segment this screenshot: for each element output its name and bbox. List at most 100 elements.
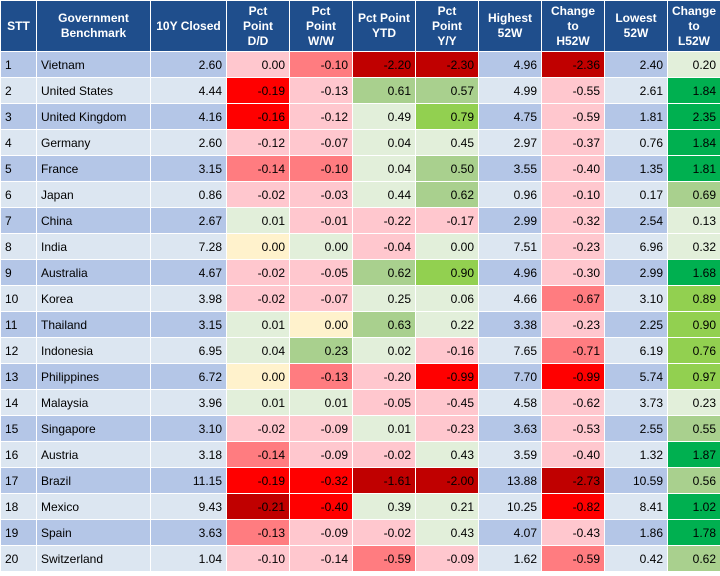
cell-change-l52w: 1.68 xyxy=(667,259,720,286)
cell-change-l52w: 0.56 xyxy=(667,467,720,494)
table-row: 16 Austria 3.18 -0.14 -0.09 -0.02 0.43 3.59 -0.4… xyxy=(0,441,720,468)
header-pct-dd: Pct Point D/D xyxy=(226,0,290,52)
cell-change-l52w: 0.97 xyxy=(667,363,720,390)
cell-10y-closed: 4.67 xyxy=(150,259,227,286)
cell-pct-ytd: -0.22 xyxy=(352,207,416,234)
header-highest-52w: Highest 52W xyxy=(478,0,542,52)
cell-pct-ww: 0.00 xyxy=(289,311,353,338)
table-row: 20 Switzerland 1.04 -0.10 -0.14 -0.59 -0.09 1.6… xyxy=(0,545,720,572)
cell-change-l52w: 0.55 xyxy=(667,415,720,442)
cell-lowest-52w: 3.73 xyxy=(604,389,668,416)
cell-change-h52w: -0.55 xyxy=(541,77,605,104)
cell-pct-ytd: 0.62 xyxy=(352,259,416,286)
cell-pct-yy: -0.23 xyxy=(415,415,479,442)
cell-pct-yy: 0.21 xyxy=(415,493,479,520)
cell-pct-ytd: -0.20 xyxy=(352,363,416,390)
table-row: 4 Germany 2.60 -0.12 -0.07 0.04 0.45 2.97 -0.37 0… xyxy=(0,129,720,156)
cell-pct-ww: -0.03 xyxy=(289,181,353,208)
cell-lowest-52w: 6.96 xyxy=(604,233,668,260)
cell-stt: 17 xyxy=(0,467,37,494)
cell-change-h52w: -0.59 xyxy=(541,103,605,130)
cell-pct-yy: 0.43 xyxy=(415,441,479,468)
cell-change-l52w: 2.35 xyxy=(667,103,720,130)
cell-highest-52w: 0.96 xyxy=(478,181,542,208)
cell-highest-52w: 4.07 xyxy=(478,519,542,546)
cell-change-l52w: 0.69 xyxy=(667,181,720,208)
cell-pct-ytd: 0.02 xyxy=(352,337,416,364)
cell-lowest-52w: 2.61 xyxy=(604,77,668,104)
cell-pct-ww: -0.01 xyxy=(289,207,353,234)
cell-country: Philippines xyxy=(36,363,151,390)
cell-10y-closed: 3.15 xyxy=(150,155,227,182)
cell-pct-yy: -0.17 xyxy=(415,207,479,234)
cell-pct-yy: 0.57 xyxy=(415,77,479,104)
cell-pct-ytd: 0.61 xyxy=(352,77,416,104)
cell-highest-52w: 4.96 xyxy=(478,51,542,78)
header-10y-closed: 10Y Closed xyxy=(150,0,227,52)
cell-pct-ww: -0.09 xyxy=(289,415,353,442)
cell-change-l52w: 1.81 xyxy=(667,155,720,182)
cell-pct-yy: -2.00 xyxy=(415,467,479,494)
cell-lowest-52w: 2.25 xyxy=(604,311,668,338)
cell-change-l52w: 0.62 xyxy=(667,545,720,572)
cell-pct-yy: -0.09 xyxy=(415,545,479,572)
cell-pct-ytd: -1.61 xyxy=(352,467,416,494)
cell-10y-closed: 4.44 xyxy=(150,77,227,104)
cell-lowest-52w: 2.54 xyxy=(604,207,668,234)
cell-pct-dd: -0.12 xyxy=(226,129,290,156)
cell-highest-52w: 4.58 xyxy=(478,389,542,416)
cell-10y-closed: 9.43 xyxy=(150,493,227,520)
cell-change-h52w: -0.82 xyxy=(541,493,605,520)
cell-change-h52w: -0.71 xyxy=(541,337,605,364)
cell-country: Thailand xyxy=(36,311,151,338)
cell-lowest-52w: 8.41 xyxy=(604,493,668,520)
cell-10y-closed: 3.96 xyxy=(150,389,227,416)
cell-10y-closed: 6.95 xyxy=(150,337,227,364)
cell-change-l52w: 1.78 xyxy=(667,519,720,546)
cell-change-l52w: 0.23 xyxy=(667,389,720,416)
cell-pct-ytd: 0.04 xyxy=(352,129,416,156)
cell-change-h52w: -2.73 xyxy=(541,467,605,494)
cell-pct-ytd: 0.25 xyxy=(352,285,416,312)
cell-change-l52w: 0.76 xyxy=(667,337,720,364)
cell-stt: 7 xyxy=(0,207,37,234)
cell-pct-yy: 0.45 xyxy=(415,129,479,156)
cell-lowest-52w: 3.10 xyxy=(604,285,668,312)
header-lowest-52w: Lowest 52W xyxy=(604,0,668,52)
table-row: 7 China 2.67 0.01 -0.01 -0.22 -0.17 2.99 -0.32 2.… xyxy=(0,207,720,234)
cell-pct-dd: -0.10 xyxy=(226,545,290,572)
cell-10y-closed: 2.60 xyxy=(150,129,227,156)
cell-pct-yy: -0.99 xyxy=(415,363,479,390)
cell-pct-dd: 0.01 xyxy=(226,389,290,416)
cell-10y-closed: 3.15 xyxy=(150,311,227,338)
cell-lowest-52w: 1.35 xyxy=(604,155,668,182)
header-row: STT Government Benchmark 10Y Closed Pct … xyxy=(0,0,720,52)
cell-lowest-52w: 2.40 xyxy=(604,51,668,78)
table-row: 15 Singapore 3.10 -0.02 -0.09 0.01 -0.23 3.63 -0… xyxy=(0,415,720,442)
cell-country: United Kingdom xyxy=(36,103,151,130)
cell-stt: 12 xyxy=(0,337,37,364)
cell-lowest-52w: 1.32 xyxy=(604,441,668,468)
cell-stt: 14 xyxy=(0,389,37,416)
cell-lowest-52w: 0.17 xyxy=(604,181,668,208)
cell-highest-52w: 4.66 xyxy=(478,285,542,312)
cell-pct-ytd: 0.04 xyxy=(352,155,416,182)
cell-10y-closed: 2.67 xyxy=(150,207,227,234)
cell-change-h52w: -0.30 xyxy=(541,259,605,286)
cell-pct-dd: 0.01 xyxy=(226,207,290,234)
cell-pct-ww: -0.14 xyxy=(289,545,353,572)
cell-pct-ww: -0.05 xyxy=(289,259,353,286)
table-row: 19 Spain 3.63 -0.13 -0.09 -0.02 0.43 4.07 -0.43 1… xyxy=(0,519,720,546)
cell-country: Japan xyxy=(36,181,151,208)
cell-10y-closed: 3.18 xyxy=(150,441,227,468)
table-row: 6 Japan 0.86 -0.02 -0.03 0.44 0.62 0.96 -0.10 0.1… xyxy=(0,181,720,208)
cell-pct-dd: -0.14 xyxy=(226,155,290,182)
header-pct-yy: Pct Point Y/Y xyxy=(415,0,479,52)
cell-change-h52w: -0.40 xyxy=(541,155,605,182)
cell-lowest-52w: 5.74 xyxy=(604,363,668,390)
cell-country: India xyxy=(36,233,151,260)
cell-change-l52w: 1.84 xyxy=(667,77,720,104)
cell-pct-yy: 0.22 xyxy=(415,311,479,338)
table-row: 13 Philippines 6.72 0.00 -0.13 -0.20 -0.99 7.70… xyxy=(0,363,720,390)
